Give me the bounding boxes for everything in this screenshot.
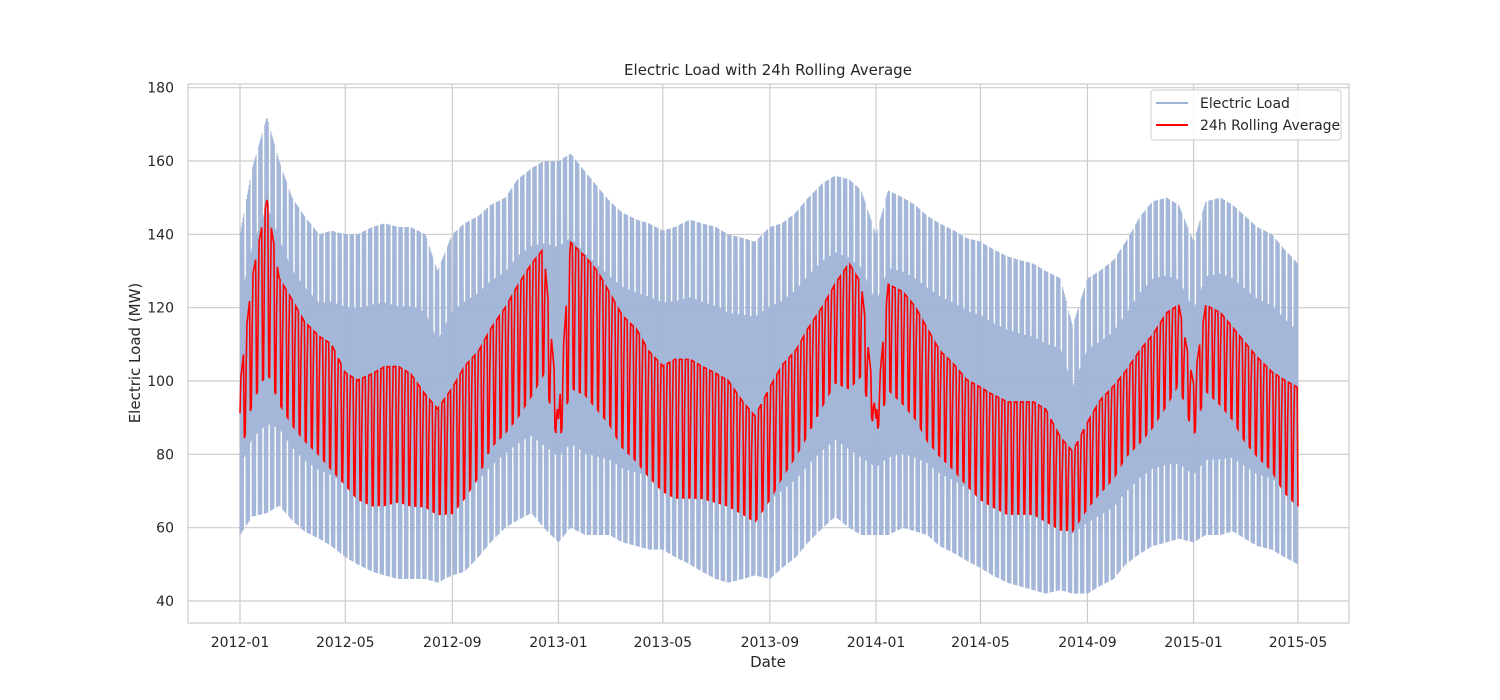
chart-title: Electric Load with 24h Rolling Average bbox=[624, 61, 912, 79]
y-tick-label: 180 bbox=[147, 81, 174, 97]
y-tick-label: 40 bbox=[156, 594, 174, 610]
legend: Electric Load 24h Rolling Average bbox=[1150, 89, 1342, 141]
legend-box bbox=[1150, 89, 1342, 141]
x-tick-label: 2013-09 bbox=[741, 635, 800, 651]
plot-frame bbox=[187, 83, 1350, 624]
y-tick-label: 60 bbox=[156, 521, 174, 537]
legend-label-rolling-average: 24h Rolling Average bbox=[1200, 118, 1340, 134]
x-axis: 2012-01 2012-05 2012-09 2013-01 2013-05 2013-… bbox=[211, 635, 1328, 651]
y-tick-label: 120 bbox=[147, 301, 174, 317]
x-tick-label: 2014-05 bbox=[951, 635, 1010, 651]
y-tick-label: 140 bbox=[147, 227, 174, 243]
x-tick-label: 2013-01 bbox=[529, 635, 588, 651]
legend-label-electric-load: Electric Load bbox=[1200, 96, 1290, 112]
plot-area bbox=[239, 118, 1299, 594]
x-tick-label: 2015-01 bbox=[1164, 635, 1223, 651]
y-axis: 40 60 80 100 120 140 160 180 bbox=[147, 81, 174, 610]
x-tick-label: 2014-09 bbox=[1058, 635, 1117, 651]
x-tick-label: 2012-01 bbox=[211, 635, 270, 651]
x-tick-label: 2012-05 bbox=[316, 635, 375, 651]
y-tick-label: 100 bbox=[147, 374, 174, 390]
x-tick-label: 2015-05 bbox=[1269, 635, 1328, 651]
x-axis-label: Date bbox=[750, 653, 786, 671]
x-tick-label: 2014-01 bbox=[847, 635, 906, 651]
series-line-rolling-average bbox=[239, 199, 1299, 534]
x-tick-label: 2012-09 bbox=[423, 635, 482, 651]
y-axis-label: Electric Load (MW) bbox=[126, 283, 144, 424]
x-tick-label: 2013-05 bbox=[634, 635, 693, 651]
y-tick-label: 160 bbox=[147, 154, 174, 170]
y-tick-label: 80 bbox=[156, 447, 174, 463]
